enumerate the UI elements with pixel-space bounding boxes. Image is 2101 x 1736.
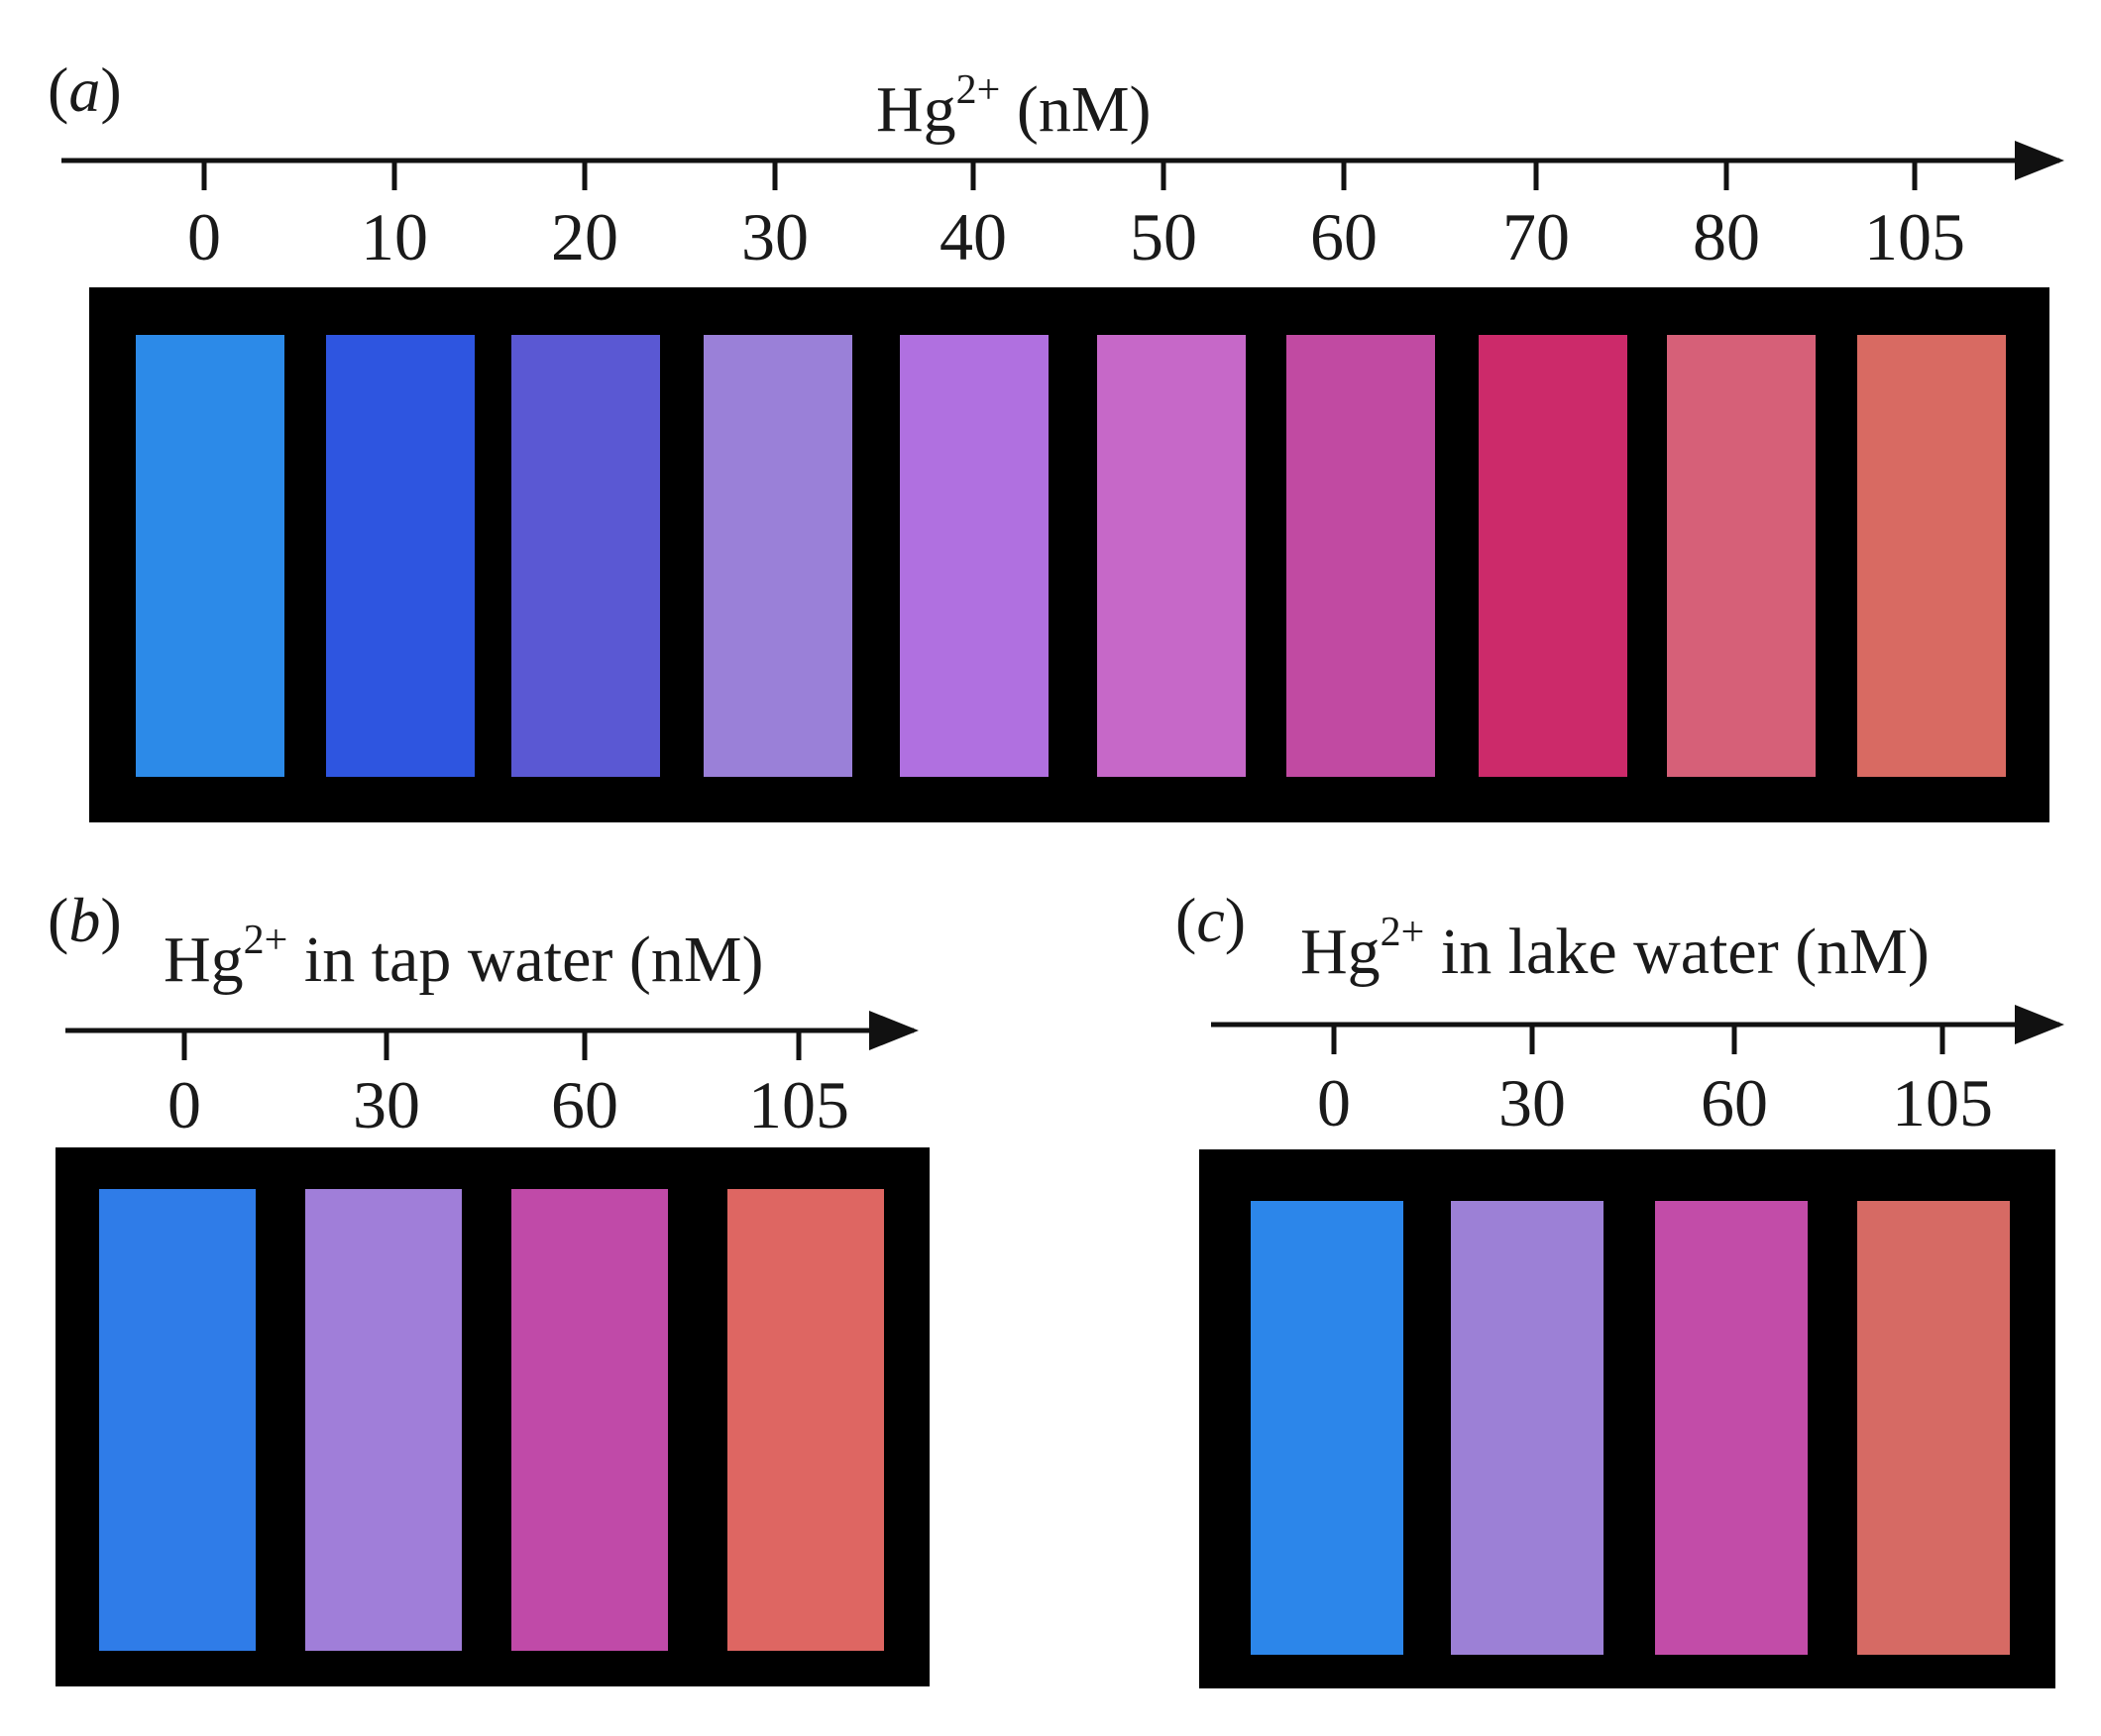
panel-c-tick-label: 60: [1701, 1065, 1768, 1140]
panel-a-tick-label: 80: [1693, 199, 1760, 274]
panel-a-axis-title: Hg2+ (nM): [876, 67, 1152, 146]
panel-b-letter: (b): [48, 885, 122, 955]
panel-a-tick-label: 60: [1310, 199, 1378, 274]
panel-c-color-swatch: [1655, 1201, 1808, 1655]
panel-c: (c) Hg2+ in lake water (nM) 0 30 60 105: [1175, 885, 2064, 1688]
panel-b-axis-title: Hg2+ in tap water (nM): [164, 918, 764, 996]
panel-a-color-swatch: [511, 335, 660, 777]
panel-b-color-swatch: [727, 1189, 884, 1651]
panel-a-tick-label: 105: [1864, 199, 1965, 274]
panel-a-color-swatch: [1667, 335, 1816, 777]
panel-a-color-swatch: [326, 335, 475, 777]
panel-c-tick-label: 105: [1892, 1065, 1993, 1140]
panel-a-letter: (a): [48, 54, 122, 125]
panel-b-tick-label: 30: [353, 1067, 420, 1142]
panel-c-color-swatch: [1251, 1201, 1403, 1655]
panel-b-tick-label: 0: [167, 1067, 201, 1142]
panel-c-color-swatch: [1451, 1201, 1603, 1655]
panel-a-color-swatch: [1479, 335, 1627, 777]
panel-a-color-swatch: [900, 335, 1049, 777]
panel-a-color-swatch: [1097, 335, 1246, 777]
panel-a-tick-label: 40: [940, 199, 1007, 274]
panel-b-tick-label: 60: [551, 1067, 618, 1142]
panel-a-tick-label: 20: [551, 199, 618, 274]
panel-b-color-swatch: [511, 1189, 668, 1651]
panel-c-tick-label: 30: [1498, 1065, 1566, 1140]
panel-a: (a) Hg2+ (nM) 0 10 20 30 40 50 60 70 80 105: [48, 54, 2064, 822]
panel-a-tick-label: 10: [361, 199, 428, 274]
panel-b-tick-label: 105: [748, 1067, 849, 1142]
panel-a-tick-label: 30: [741, 199, 809, 274]
panel-c-axis-title: Hg2+ in lake water (nM): [1300, 910, 1930, 988]
panel-b-color-swatch: [99, 1189, 256, 1651]
panel-a-tick-label: 50: [1130, 199, 1197, 274]
panel-c-tick-label: 0: [1317, 1065, 1351, 1140]
panel-b-color-swatch: [305, 1189, 462, 1651]
panel-a-tick-label: 0: [187, 199, 221, 274]
panel-a-color-swatch: [1286, 335, 1435, 777]
panel-a-color-swatch: [136, 335, 284, 777]
panel-a-tick-label: 70: [1502, 199, 1570, 274]
panel-b: (b) Hg2+ in tap water (nM) 0 30 60 105: [48, 885, 930, 1686]
panel-c-color-swatch: [1857, 1201, 2010, 1655]
panel-a-color-swatch: [1857, 335, 2006, 777]
panel-c-letter: (c): [1175, 885, 1246, 955]
panel-a-color-swatch: [704, 335, 852, 777]
